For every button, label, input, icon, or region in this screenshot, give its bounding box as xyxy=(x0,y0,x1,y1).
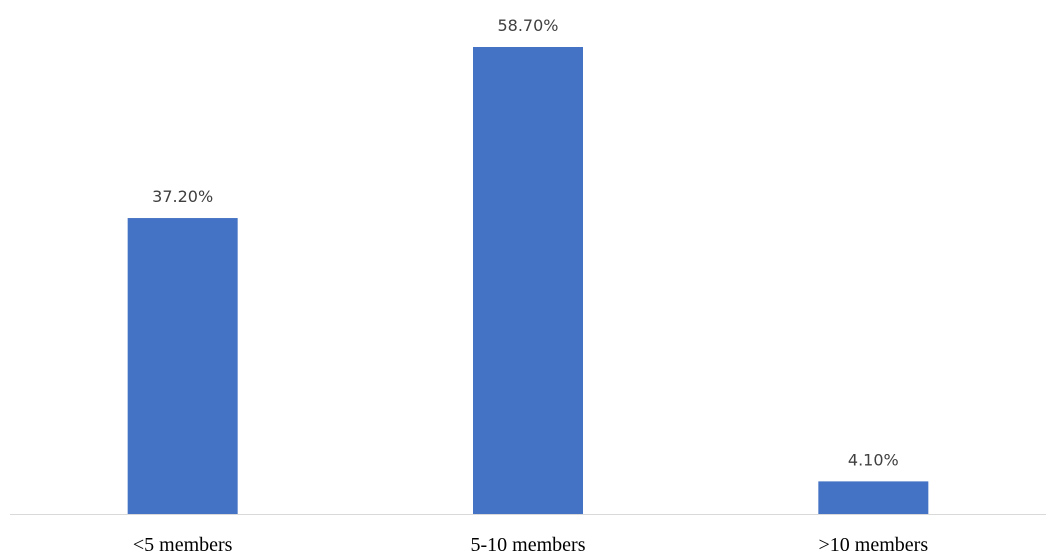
category-label-3: >10 members xyxy=(819,534,929,556)
data-label-1: 37.20% xyxy=(152,187,213,206)
bar-3 xyxy=(818,481,929,514)
category-label-1: <5 members xyxy=(133,534,233,556)
bar-2 xyxy=(473,47,583,514)
category-labels-group: <5 members 5-10 members >10 members xyxy=(133,534,928,556)
data-labels-group: 37.20% 58.70% 4.10% xyxy=(152,16,899,469)
data-label-2: 58.70% xyxy=(497,16,558,35)
bars-group xyxy=(127,47,929,514)
bar-1 xyxy=(127,218,238,514)
category-label-2: 5-10 members xyxy=(471,534,586,556)
data-label-3: 4.10% xyxy=(848,450,899,469)
